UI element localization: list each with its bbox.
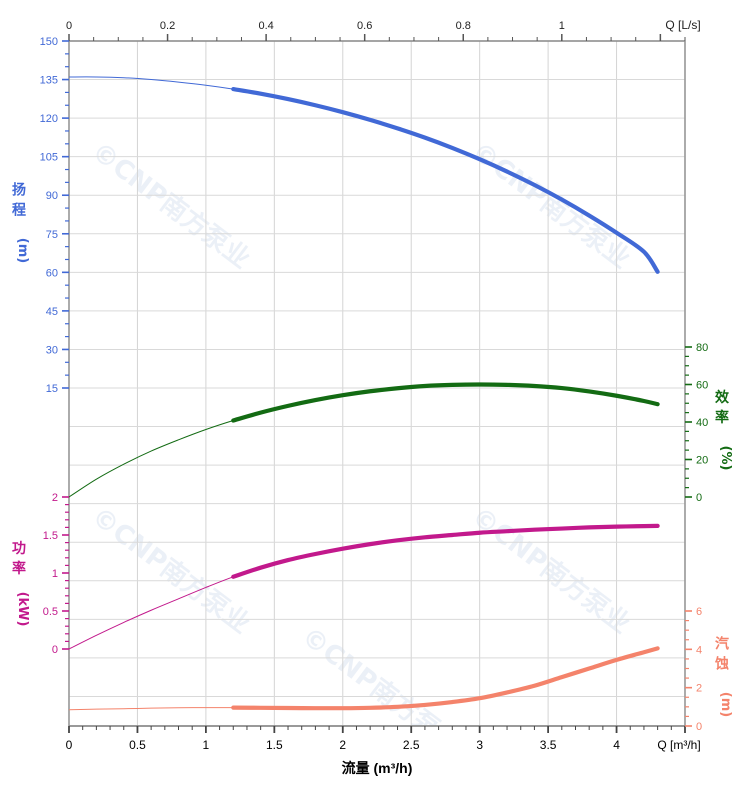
grid-lines [69,40,685,726]
axis-tick-label-top: 1 [559,20,565,32]
axis-tick-label-head: 15 [46,383,58,395]
axis-efficiency: 80 60 40 20 0 效率 (%) [685,342,733,504]
curve-thick-npsh [231,646,660,711]
axis-tick-label-npsh: 2 [696,683,702,695]
axis-title-bottom-flow: Q [m³/h] [657,738,700,752]
axis-name-head: 程 [12,203,26,219]
axis-tick-label-top: 0.2 [160,20,175,32]
curve-power [69,523,660,650]
axis-tick-label-head: 45 [46,306,58,318]
axis-tick-label-efficiency: 20 [696,455,708,467]
axis-tick-label-bottom: 0.5 [129,738,146,752]
axis-tick-label-efficiency: 60 [696,380,708,392]
axis-tick-label-top: 0.4 [258,20,273,32]
axis-tick-label-head: 30 [46,344,58,356]
axis-tick-label-bottom: 3 [476,738,483,752]
axis-tick-label-head: 60 [46,267,58,279]
axis-tick-label-efficiency: 0 [696,492,702,504]
axis-name-efficiency: 率 [715,409,729,426]
axis-top-flow-ls: 0 0.2 0.4 0.6 0.8 1 Q [L/s] [66,18,701,41]
axis-npsh: 6 4 2 0 汽蚀 (m) [685,606,733,733]
axis-unit-head: (m) [15,238,30,263]
axis-power: 2 1.5 1 0.5 0 功率 (kW) [12,492,69,656]
axis-tick-label-efficiency: 40 [696,417,708,429]
axis-name-npsh: 汽 [715,636,729,653]
axis-tick-label-npsh: 4 [696,644,702,656]
axis-tick-label-bottom: 1 [203,738,210,752]
curve-head [69,76,660,274]
axis-tick-label-bottom: 3.5 [540,738,557,752]
axis-tick-label-power: 2 [52,492,58,504]
axis-tick-label-power: 0.5 [43,606,58,618]
axis-name-power: 率 [12,560,26,577]
curve-thick-efficiency [231,382,660,423]
axis-tick-label-efficiency: 80 [696,342,708,354]
axis-unit-npsh: (m) [718,692,733,717]
axis-title-top-flow: Q [L/s] [665,18,700,32]
axis-tick-label-bottom: 4 [613,738,620,752]
curve-npsh [69,646,660,711]
curve-layer [69,76,660,711]
axis-tick-label-head: 120 [40,113,58,125]
axis-tick-label-head: 90 [46,190,58,202]
axis-tick-label-power: 1.5 [43,530,58,542]
axis-tick-label-bottom: 1.5 [266,738,283,752]
curve-efficiency [69,382,660,498]
axis-tick-label-head: 75 [46,229,58,241]
axis-tick-label-bottom: 0 [66,738,73,752]
axis-name-head: 扬 [12,182,26,199]
axis-tick-label-npsh: 0 [696,721,702,733]
axis-unit-power: (kW) [15,592,30,627]
chart-xlabel: 流量 (m³/h) [342,760,413,776]
axis-tick-label-power: 1 [52,568,58,580]
axis-name-npsh: 蚀 [714,656,729,673]
axis-tick-label-head: 135 [40,75,58,87]
axis-name-power: 功 [12,541,26,557]
axis-tick-label-bottom: 2 [339,738,346,752]
axis-tick-label-head: 150 [40,36,58,48]
axis-head: 150 135 120 105 90 75 60 45 30 15 扬程 (m) [12,36,69,395]
axis-tick-label-top: 0.8 [456,20,471,32]
axis-unit-efficiency: (%) [718,446,733,471]
axis-tick-label-top: 0.6 [357,20,372,32]
axis-tick-label-bottom: 2.5 [403,738,420,752]
curve-thick-head [231,86,660,274]
axis-name-efficiency: 效 [715,389,730,406]
axis-bottom-flow: 0 0.5 1 1.5 2 2.5 3 3.5 4 Q [m³/h] 流量 (m³/h) [66,726,701,776]
axis-tick-label-power: 0 [52,644,58,656]
axis-tick-label-npsh: 6 [696,606,702,618]
curve-thick-power [231,523,660,579]
axis-tick-label-top: 0 [66,20,72,32]
axis-tick-label-head: 105 [40,152,58,164]
